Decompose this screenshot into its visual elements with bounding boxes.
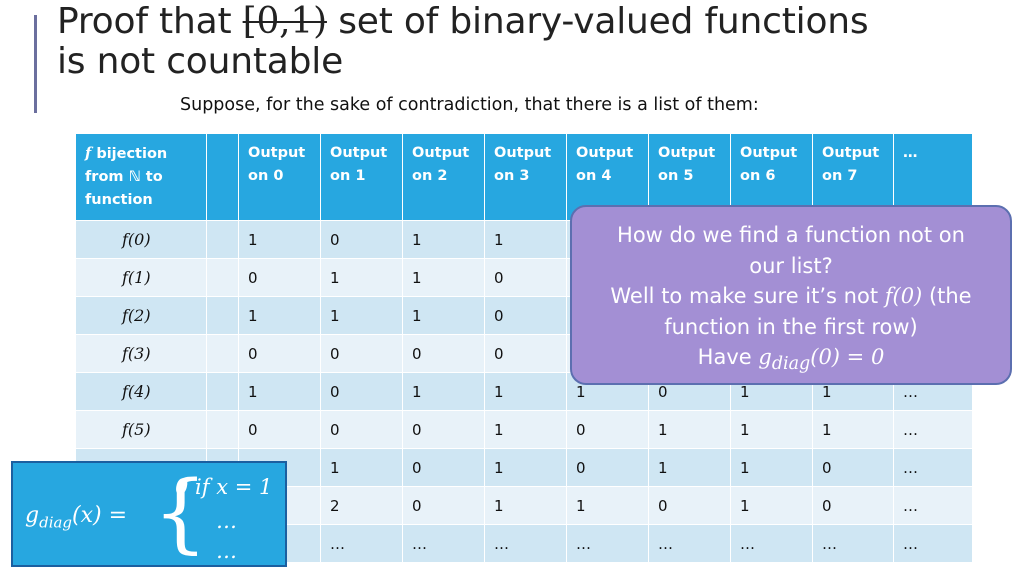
table-cell: 1 [648, 410, 731, 449]
title-struck-interval: [0,1) [242, 1, 328, 42]
cases-brace: { [153, 463, 208, 563]
header-corner-text: bijection from ℕ to function [85, 146, 168, 208]
header-blank-cell [206, 133, 239, 221]
table-cell: 2 [320, 486, 403, 525]
row-ellipsis: … [893, 448, 973, 487]
row-label: f(3) [75, 334, 207, 373]
table-cell: 0 [566, 448, 649, 487]
table-cell: 0 [238, 334, 321, 373]
table-cell: 0 [402, 448, 485, 487]
table-cell: … [320, 524, 403, 563]
header-f-symbol: f [85, 145, 92, 162]
callout-gdiag-math: gdiag(0) = 0 [758, 345, 885, 375]
row-ellipsis: … [893, 486, 973, 525]
gdiag-case-3: … [216, 539, 237, 563]
table-cell: 0 [238, 410, 321, 449]
table-cell: 1 [484, 448, 567, 487]
row-blank-cell [206, 220, 239, 259]
header-output-col: Output on 0 [238, 133, 321, 221]
slide-title: Proof that [0,1) set of binary-valued fu… [57, 1, 869, 82]
table-cell: 0 [320, 334, 403, 373]
table-cell: 0 [484, 258, 567, 297]
table-cell: 1 [402, 372, 485, 411]
table-cell: 1 [730, 486, 813, 525]
table-cell: … [812, 524, 894, 563]
table-cell: 0 [402, 334, 485, 373]
table-cell: … [566, 524, 649, 563]
table-cell: … [648, 524, 731, 563]
slide-subtitle: Suppose, for the sake of contradiction, … [180, 95, 759, 115]
table-cell: 1 [402, 258, 485, 297]
row-ellipsis: … [893, 524, 973, 563]
explanation-callout: How do we find a function not on our lis… [570, 205, 1012, 385]
table-cell: 1 [812, 410, 894, 449]
callout-line-2: our list? [749, 253, 833, 278]
callout-line-1: How do we find a function not on [617, 223, 965, 247]
table-cell: 1 [320, 296, 403, 335]
table-cell: 0 [812, 448, 894, 487]
gdiag-definition-box: gdiag(x) = { 0 if x = 1 … … [11, 461, 287, 567]
table-cell: 0 [402, 410, 485, 449]
row-blank-cell [206, 372, 239, 411]
header-output-col: Output on 1 [320, 133, 403, 221]
table-cell: 1 [238, 296, 321, 335]
table-cell: 0 [484, 296, 567, 335]
table-cell: 0 [566, 410, 649, 449]
table-cell: 1 [238, 220, 321, 259]
table-cell: 1 [320, 258, 403, 297]
row-blank-cell [206, 410, 239, 449]
row-label: f(1) [75, 258, 207, 297]
title-part-1: Proof that [57, 1, 243, 42]
table-cell: 1 [402, 296, 485, 335]
row-ellipsis: … [893, 410, 973, 449]
title-accent-bar [34, 15, 37, 113]
header-output-col: Output on 3 [484, 133, 567, 221]
callout-f0-math: f(0) [884, 284, 923, 308]
table-cell: … [730, 524, 813, 563]
callout-line-4: function in the first row) [664, 314, 918, 339]
table-cell: 1 [730, 448, 813, 487]
table-cell: 0 [484, 334, 567, 373]
title-line-2: is not countable [57, 41, 344, 82]
table-cell: 1 [484, 410, 567, 449]
table-cell: 1 [648, 448, 731, 487]
gdiag-case-2: … [216, 509, 237, 533]
row-label: f(4) [75, 372, 207, 411]
row-label: f(2) [75, 296, 207, 335]
row-blank-cell [206, 334, 239, 373]
gdiag-case-1: 0 if x = 1 [175, 475, 273, 499]
table-cell: 1 [484, 220, 567, 259]
table-cell: 0 [238, 258, 321, 297]
callout-line-3: Well to make sure it’s not f(0) (the [610, 284, 972, 308]
table-row: f(5) 0 0 0 1 0 1 1 1… [75, 410, 973, 449]
callout-line-5: Have gdiag(0) = 0 [697, 345, 885, 375]
table-cell: 1 [484, 486, 567, 525]
row-blank-cell [206, 258, 239, 297]
header-corner-cell: f bijection from ℕ to function [75, 133, 207, 221]
table-header-row: f bijection from ℕ to function Output on … [75, 133, 973, 221]
row-label: f(5) [75, 410, 207, 449]
table-cell: 1 [730, 410, 813, 449]
table-cell: 0 [402, 486, 485, 525]
title-part-2: set of binary-valued functions [326, 1, 869, 42]
table-cell: 1 [402, 220, 485, 259]
table-cell: 1 [566, 486, 649, 525]
table-cell: 0 [320, 410, 403, 449]
table-cell: 0 [320, 372, 403, 411]
table-cell: 1 [484, 372, 567, 411]
gdiag-lhs: gdiag(x) = [25, 503, 128, 532]
header-output-col: Output on 2 [402, 133, 485, 221]
row-label: f(0) [75, 220, 207, 259]
table-cell: 0 [648, 486, 731, 525]
table-cell: 0 [320, 220, 403, 259]
table-cell: … [402, 524, 485, 563]
table-cell: … [484, 524, 567, 563]
row-blank-cell [206, 296, 239, 335]
table-cell: 0 [812, 486, 894, 525]
table-cell: 1 [238, 372, 321, 411]
table-cell: 1 [320, 448, 403, 487]
